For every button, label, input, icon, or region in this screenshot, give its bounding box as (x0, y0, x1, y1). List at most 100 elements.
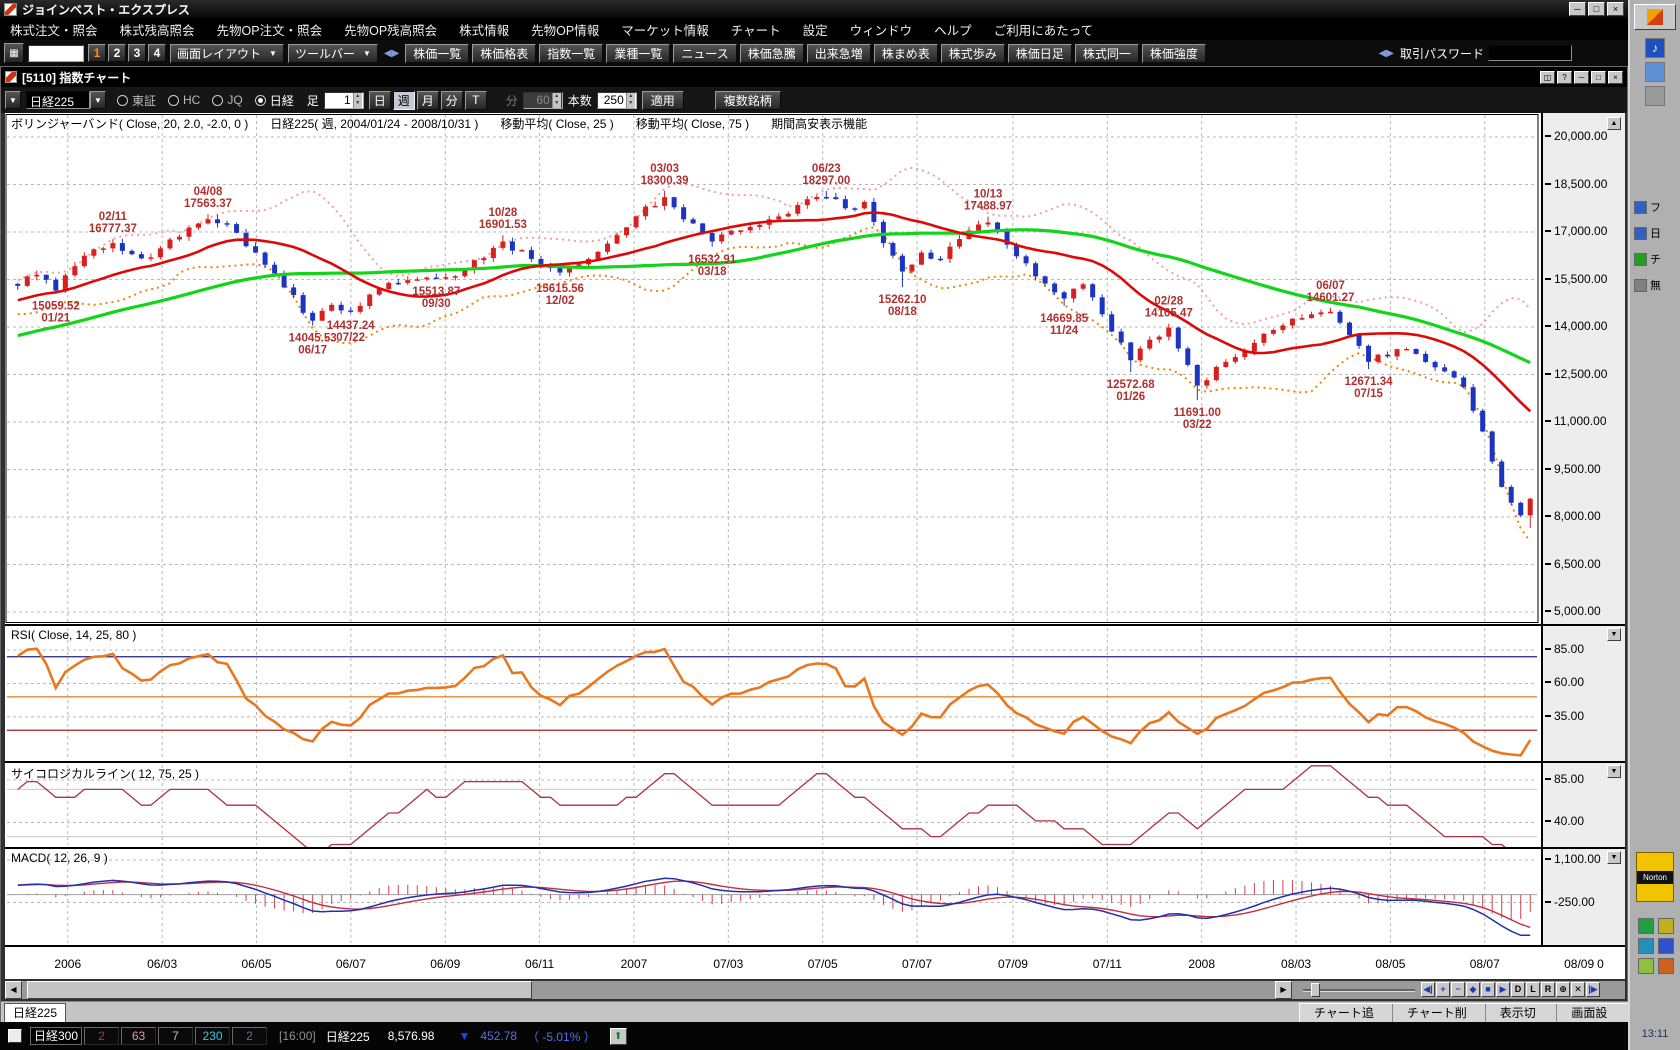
quick-launch-icon[interactable]: ♪ (1645, 38, 1665, 58)
toolbar-button-7[interactable]: 株まめ表 (873, 43, 938, 63)
magnifier-icon[interactable]: ⊕ (1556, 982, 1570, 997)
toolbar-button-10[interactable]: 株式同一 (1074, 43, 1139, 63)
tray-icon[interactable] (1658, 938, 1674, 954)
status-checkbox[interactable] (8, 1029, 22, 1043)
menu-item-0[interactable]: 株式注文・照会 (10, 23, 98, 38)
close-icon[interactable]: × (1608, 70, 1623, 84)
chart-dropdown-icon[interactable]: ▼ (5, 91, 21, 109)
zoom-slider[interactable] (1303, 983, 1415, 997)
tray-icon[interactable] (1638, 958, 1654, 974)
symbol-combo[interactable]: 日経225 ▼ (26, 91, 106, 109)
macd-collapse-button[interactable]: ▼ (1607, 851, 1621, 864)
apply-button[interactable]: 適用 (641, 90, 684, 110)
maximize-icon[interactable]: □ (1591, 70, 1606, 84)
toolbar-button-11[interactable]: 株価強度 (1141, 43, 1206, 63)
index-tab-nikkei300[interactable]: 日経300 (30, 1027, 82, 1045)
bars-stepper[interactable]: 250 ▲ ▼ (596, 91, 637, 109)
toolbar-button-1[interactable]: 株価格表 (472, 43, 537, 63)
quick-launch-icon[interactable] (1645, 86, 1665, 106)
period-button-1[interactable]: 週 (392, 90, 415, 110)
radio-2-icon[interactable] (212, 94, 224, 106)
toolbar-button-9[interactable]: 株価日足 (1007, 43, 1072, 63)
toolbar-button-4[interactable]: ニュース (673, 43, 737, 63)
taskbar-window-button-3[interactable]: 無 (1634, 274, 1678, 296)
tray-icon[interactable] (1658, 958, 1674, 974)
menu-item-7[interactable]: チャート (730, 23, 781, 38)
close-icon[interactable]: × (1607, 2, 1624, 16)
tray-icon[interactable] (1638, 938, 1654, 954)
move-icon[interactable]: ◆ (1466, 982, 1480, 997)
layout-1-button[interactable]: 1 (88, 44, 106, 62)
chart-action-1[interactable]: チャート削除 (1393, 1004, 1486, 1038)
toolbar-button-6[interactable]: 出来急増 (806, 43, 871, 63)
menu-item-4[interactable]: 株式情報 (459, 23, 510, 38)
period-button-4[interactable]: T (464, 90, 487, 110)
period-button-2[interactable]: 月 (416, 90, 439, 110)
ashi-stepper[interactable]: 1 ▲ ▼ (323, 91, 364, 109)
tray-icon[interactable] (1658, 918, 1674, 934)
layout-3-button[interactable]: 3 (128, 44, 146, 62)
maximize-icon[interactable]: □ (1588, 2, 1605, 16)
zoom-in-icon[interactable]: + (1436, 982, 1450, 997)
toolbar-button-8[interactable]: 株式歩み (940, 43, 1005, 63)
menu-item-5[interactable]: 先物OP情報 (531, 23, 600, 38)
r-mode-button[interactable]: R (1541, 982, 1555, 997)
tray-icon[interactable] (1638, 918, 1654, 934)
chart-action-0[interactable]: チャート追加 (1300, 1004, 1393, 1038)
taskbar-window-button-2[interactable]: チ (1634, 248, 1678, 270)
restore-icon[interactable]: ◫ (1540, 70, 1555, 84)
help-icon[interactable]: ? (1557, 70, 1572, 84)
toolbar-button-2[interactable]: 指数一覧 (539, 43, 604, 63)
l-mode-button[interactable]: L (1526, 982, 1540, 997)
chart-tab-nikkei225[interactable]: 日経225 (4, 1003, 66, 1023)
multi-symbol-button[interactable]: 複数銘柄 (714, 90, 781, 110)
minimize-icon[interactable]: ─ (1574, 70, 1589, 84)
status-cell-4: 2 (232, 1027, 267, 1045)
period-button-0[interactable]: 日 (368, 90, 391, 110)
screen-layout-dropdown[interactable]: 画面レイアウト ▼ (170, 43, 284, 63)
menu-item-9[interactable]: ウィンドウ (849, 23, 913, 38)
nav-last-icon[interactable]: |▶ (1586, 982, 1600, 997)
taskbar-window-button-1[interactable]: 日 (1634, 222, 1678, 244)
stop-icon[interactable]: ■ (1481, 982, 1495, 997)
quick-code-input[interactable] (28, 44, 84, 62)
toolbar-button-5[interactable]: 株価急騰 (739, 43, 804, 63)
password-input[interactable] (1488, 45, 1572, 61)
menu-item-10[interactable]: ヘルプ (934, 23, 972, 38)
scroll-left-icon[interactable]: ◀ (5, 981, 22, 999)
radio-0-icon[interactable] (117, 94, 128, 106)
toolbar-dropdown[interactable]: ツールバー ▼ (287, 43, 378, 63)
taskbar-start-button[interactable] (1634, 4, 1676, 30)
toolbar-button-3[interactable]: 業種一覧 (606, 43, 671, 63)
rsi-collapse-button[interactable]: ▼ (1607, 628, 1621, 641)
radio-1-icon[interactable] (168, 94, 180, 106)
menu-item-1[interactable]: 株式残高照会 (119, 23, 195, 38)
menu-item-8[interactable]: 設定 (802, 23, 828, 38)
menu-item-11[interactable]: ご利用にあたって (993, 23, 1094, 38)
minimize-icon[interactable]: ─ (1569, 2, 1586, 16)
taskbar-window-button-0[interactable]: フ (1634, 196, 1678, 218)
chart-action-3[interactable]: 画面設定 (1571, 1006, 1608, 1038)
radio-3-icon[interactable] (254, 94, 266, 106)
nav-first-icon[interactable]: ◀| (1421, 982, 1435, 997)
period-button-3[interactable]: 分 (440, 90, 463, 110)
menu-item-2[interactable]: 先物OP注文・照会 (216, 23, 323, 38)
layout-2-button[interactable]: 2 (108, 44, 126, 62)
chart-action-2[interactable]: 表示切替 (1486, 1004, 1558, 1038)
scrollbar-thumb[interactable] (27, 981, 532, 999)
menu-item-3[interactable]: 先物OP残高照会 (344, 23, 438, 38)
toolbar-button-0[interactable]: 株価一覧 (405, 43, 470, 63)
psych-collapse-button[interactable]: ▼ (1607, 765, 1621, 778)
layout-grid-icon[interactable]: ▦ (4, 43, 24, 63)
close-icon[interactable]: ✕ (1571, 982, 1585, 997)
scroll-right-icon[interactable]: ▶ (1275, 981, 1292, 999)
zoom-slider-handle[interactable] (1311, 983, 1320, 997)
expand-up-icon[interactable]: ⬆ (609, 1027, 627, 1045)
menu-item-6[interactable]: マーケット情報 (621, 23, 709, 38)
d-mode-button[interactable]: D (1511, 982, 1525, 997)
play-icon[interactable]: ▶ (1496, 982, 1510, 997)
quick-launch-icon[interactable] (1645, 62, 1665, 82)
layout-4-button[interactable]: 4 (148, 44, 166, 62)
zoom-out-icon[interactable]: − (1451, 982, 1465, 997)
main-chart-scroll-up-button[interactable]: ▲ (1607, 117, 1621, 130)
